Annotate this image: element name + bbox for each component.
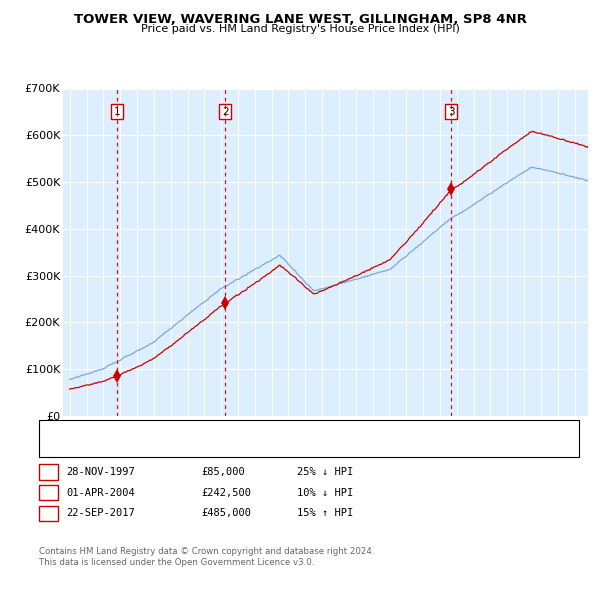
Text: 25% ↓ HPI: 25% ↓ HPI — [297, 467, 353, 477]
Text: TOWER VIEW, WAVERING LANE WEST, GILLINGHAM, SP8 4NR (detached house): TOWER VIEW, WAVERING LANE WEST, GILLINGH… — [70, 425, 458, 435]
Text: 10% ↓ HPI: 10% ↓ HPI — [297, 488, 353, 497]
Text: £485,000: £485,000 — [201, 509, 251, 518]
Text: ─────: ───── — [44, 425, 77, 435]
Text: £242,500: £242,500 — [201, 488, 251, 497]
Text: 28-NOV-1997: 28-NOV-1997 — [66, 467, 135, 477]
Text: £85,000: £85,000 — [201, 467, 245, 477]
Text: 2: 2 — [45, 488, 52, 497]
Text: HPI: Average price, detached house, Dorset: HPI: Average price, detached house, Dors… — [70, 442, 284, 452]
Text: This data is licensed under the Open Government Licence v3.0.: This data is licensed under the Open Gov… — [39, 558, 314, 566]
Text: 1: 1 — [114, 107, 121, 117]
Text: ─────: ───── — [44, 442, 77, 452]
Text: 3: 3 — [448, 107, 454, 117]
Text: Price paid vs. HM Land Registry's House Price Index (HPI): Price paid vs. HM Land Registry's House … — [140, 24, 460, 34]
Text: 1: 1 — [45, 467, 52, 477]
Text: 3: 3 — [45, 509, 52, 518]
Text: 2: 2 — [222, 107, 229, 117]
Text: 15% ↑ HPI: 15% ↑ HPI — [297, 509, 353, 518]
Text: TOWER VIEW, WAVERING LANE WEST, GILLINGHAM, SP8 4NR: TOWER VIEW, WAVERING LANE WEST, GILLINGH… — [74, 13, 526, 26]
Text: Contains HM Land Registry data © Crown copyright and database right 2024.: Contains HM Land Registry data © Crown c… — [39, 547, 374, 556]
Text: 01-APR-2004: 01-APR-2004 — [66, 488, 135, 497]
Text: 22-SEP-2017: 22-SEP-2017 — [66, 509, 135, 518]
